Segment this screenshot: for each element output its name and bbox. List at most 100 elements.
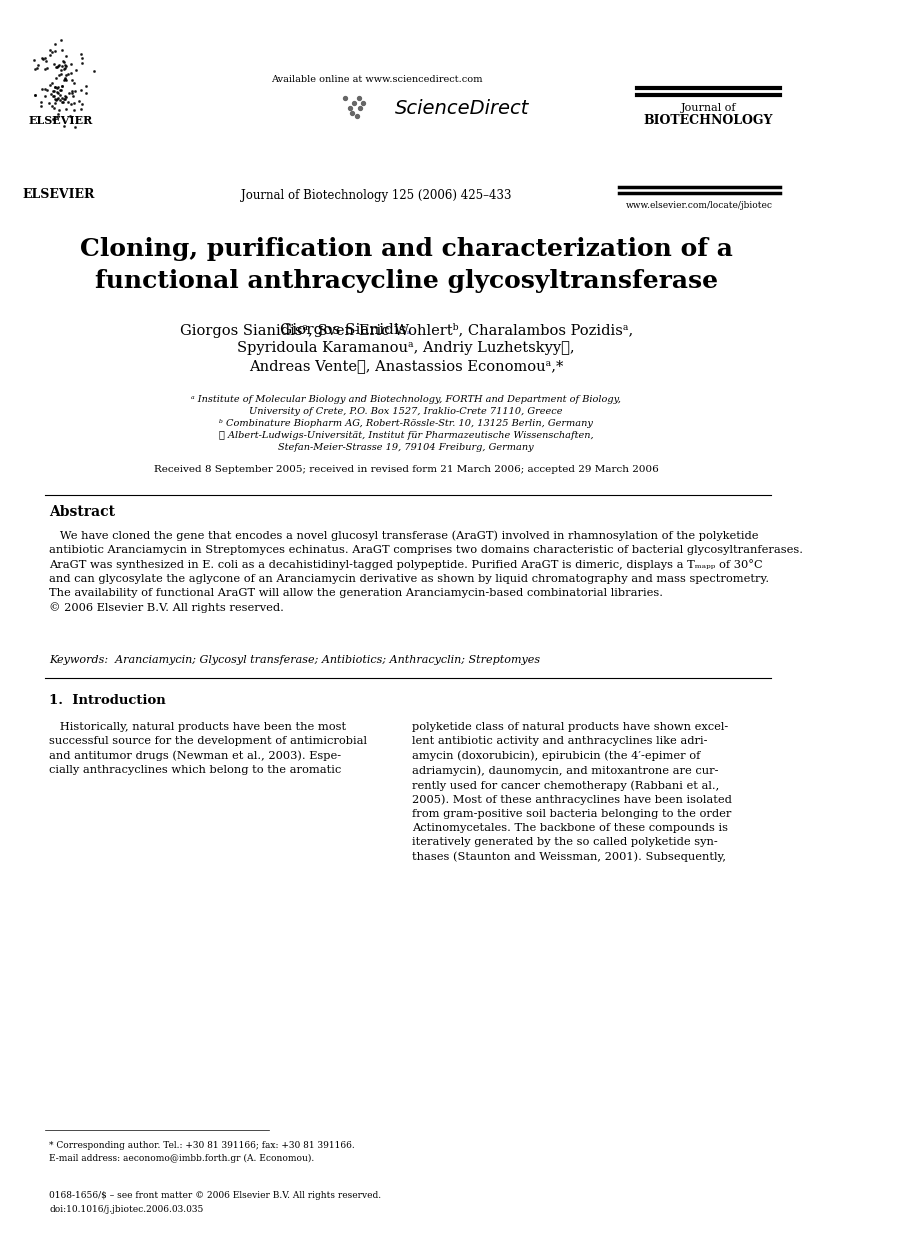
Point bbox=[53, 100, 67, 120]
Point bbox=[73, 99, 88, 119]
Point bbox=[69, 61, 83, 80]
Point bbox=[338, 88, 353, 108]
Point bbox=[44, 84, 59, 104]
Point bbox=[61, 64, 75, 84]
Point bbox=[49, 89, 63, 109]
Point bbox=[59, 57, 73, 77]
Point bbox=[59, 46, 73, 66]
Point bbox=[63, 94, 78, 114]
Point bbox=[349, 106, 364, 126]
Point bbox=[68, 116, 83, 136]
Point bbox=[56, 93, 71, 113]
Text: Available online at www.sciencedirect.com: Available online at www.sciencedirect.co… bbox=[271, 75, 483, 84]
Point bbox=[40, 58, 54, 78]
Point bbox=[58, 69, 73, 89]
Point bbox=[62, 83, 76, 103]
Point bbox=[66, 93, 81, 113]
Text: Historically, natural products have been the most
successful source for the deve: Historically, natural products have been… bbox=[49, 722, 367, 774]
Point bbox=[54, 61, 68, 80]
Text: E-mail address: aeconomo@imbb.forth.gr (A. Economou).: E-mail address: aeconomo@imbb.forth.gr (… bbox=[49, 1153, 315, 1163]
Point bbox=[67, 100, 82, 120]
Point bbox=[37, 59, 52, 79]
Point bbox=[68, 82, 83, 101]
Point bbox=[56, 52, 71, 72]
Point bbox=[34, 92, 49, 111]
Text: ᵇ Combinature Biopharm AG, Robert-Rössle-Str. 10, 13125 Berlin, Germany: ᵇ Combinature Biopharm AG, Robert-Rössle… bbox=[219, 419, 593, 428]
Point bbox=[73, 80, 88, 100]
Point bbox=[51, 83, 65, 103]
Point bbox=[74, 94, 89, 114]
Text: Abstract: Abstract bbox=[49, 505, 115, 520]
Text: Spyridoula Karamanouᵃ, Andriy Luzhetskyy᪜,: Spyridoula Karamanouᵃ, Andriy Luzhetskyy… bbox=[238, 341, 575, 355]
Point bbox=[55, 56, 70, 75]
Point bbox=[46, 109, 61, 129]
Text: Journal of Biotechnology 125 (2006) 425–433: Journal of Biotechnology 125 (2006) 425–… bbox=[241, 188, 512, 202]
Point bbox=[47, 77, 62, 96]
Point bbox=[44, 73, 59, 93]
Point bbox=[46, 87, 61, 106]
Point bbox=[58, 89, 73, 109]
Point bbox=[54, 80, 68, 100]
Point bbox=[48, 68, 63, 88]
Point bbox=[50, 108, 64, 127]
Point bbox=[55, 77, 70, 96]
Point bbox=[46, 80, 61, 100]
Text: doi:10.1016/j.jbiotec.2006.03.035: doi:10.1016/j.jbiotec.2006.03.035 bbox=[49, 1206, 204, 1215]
Point bbox=[52, 64, 66, 84]
Point bbox=[50, 78, 64, 98]
Point bbox=[34, 96, 48, 116]
Text: ᵃ Institute of Molecular Biology and Biotechnology, FORTH and Department of Biol: ᵃ Institute of Molecular Biology and Bio… bbox=[191, 396, 621, 404]
Point bbox=[49, 90, 63, 110]
Point bbox=[47, 93, 62, 113]
Point bbox=[57, 71, 72, 90]
Point bbox=[47, 98, 62, 118]
Point bbox=[48, 35, 63, 54]
Point bbox=[64, 71, 79, 90]
Point bbox=[47, 54, 62, 74]
Point bbox=[49, 57, 63, 77]
Point bbox=[36, 49, 51, 69]
Point bbox=[47, 77, 62, 96]
Point bbox=[74, 45, 89, 64]
Text: * Corresponding author. Tel.: +30 81 391166; fax: +30 81 391166.: * Corresponding author. Tel.: +30 81 391… bbox=[49, 1141, 355, 1149]
Point bbox=[55, 93, 70, 113]
Text: University of Crete, P.O. Box 1527, Iraklio-Crete 71110, Greece: University of Crete, P.O. Box 1527, Irak… bbox=[249, 407, 563, 417]
Point bbox=[56, 89, 71, 109]
Point bbox=[59, 88, 73, 108]
Point bbox=[45, 87, 60, 106]
Point bbox=[30, 58, 44, 78]
Point bbox=[34, 48, 49, 68]
Point bbox=[45, 42, 60, 62]
Text: 0168-1656/$ – see front matter © 2006 Elsevier B.V. All rights reserved.: 0168-1656/$ – see front matter © 2006 El… bbox=[49, 1190, 382, 1200]
Text: Journal of: Journal of bbox=[680, 103, 736, 113]
Point bbox=[64, 63, 79, 83]
Point bbox=[39, 52, 54, 72]
Point bbox=[66, 87, 81, 106]
Point bbox=[51, 77, 65, 96]
Point bbox=[54, 64, 68, 84]
Text: Cloning, purification and characterization of a
functional anthracycline glycosy: Cloning, purification and characterizati… bbox=[80, 238, 733, 293]
Point bbox=[40, 80, 54, 100]
Point bbox=[356, 93, 370, 113]
Point bbox=[53, 90, 67, 110]
Point bbox=[54, 31, 68, 51]
Text: ScienceDirect: ScienceDirect bbox=[395, 99, 529, 118]
Text: ELSEVIER: ELSEVIER bbox=[29, 115, 93, 125]
Text: polyketide class of natural products have shown excel-
lent antibiotic activity : polyketide class of natural products hav… bbox=[413, 722, 732, 862]
Point bbox=[353, 98, 367, 118]
Point bbox=[87, 61, 102, 80]
Point bbox=[351, 88, 366, 108]
Point bbox=[64, 84, 79, 104]
Point bbox=[58, 68, 73, 88]
Point bbox=[61, 93, 75, 113]
Point bbox=[343, 98, 357, 118]
Point bbox=[67, 73, 82, 93]
Point bbox=[57, 59, 72, 79]
Point bbox=[51, 88, 65, 108]
Point bbox=[58, 87, 73, 106]
Point bbox=[58, 58, 73, 78]
Text: ᵃ: ᵃ bbox=[406, 330, 410, 339]
Point bbox=[31, 54, 45, 74]
Text: www.elsevier.com/locate/jbiotec: www.elsevier.com/locate/jbiotec bbox=[626, 200, 773, 209]
Point bbox=[38, 79, 53, 99]
